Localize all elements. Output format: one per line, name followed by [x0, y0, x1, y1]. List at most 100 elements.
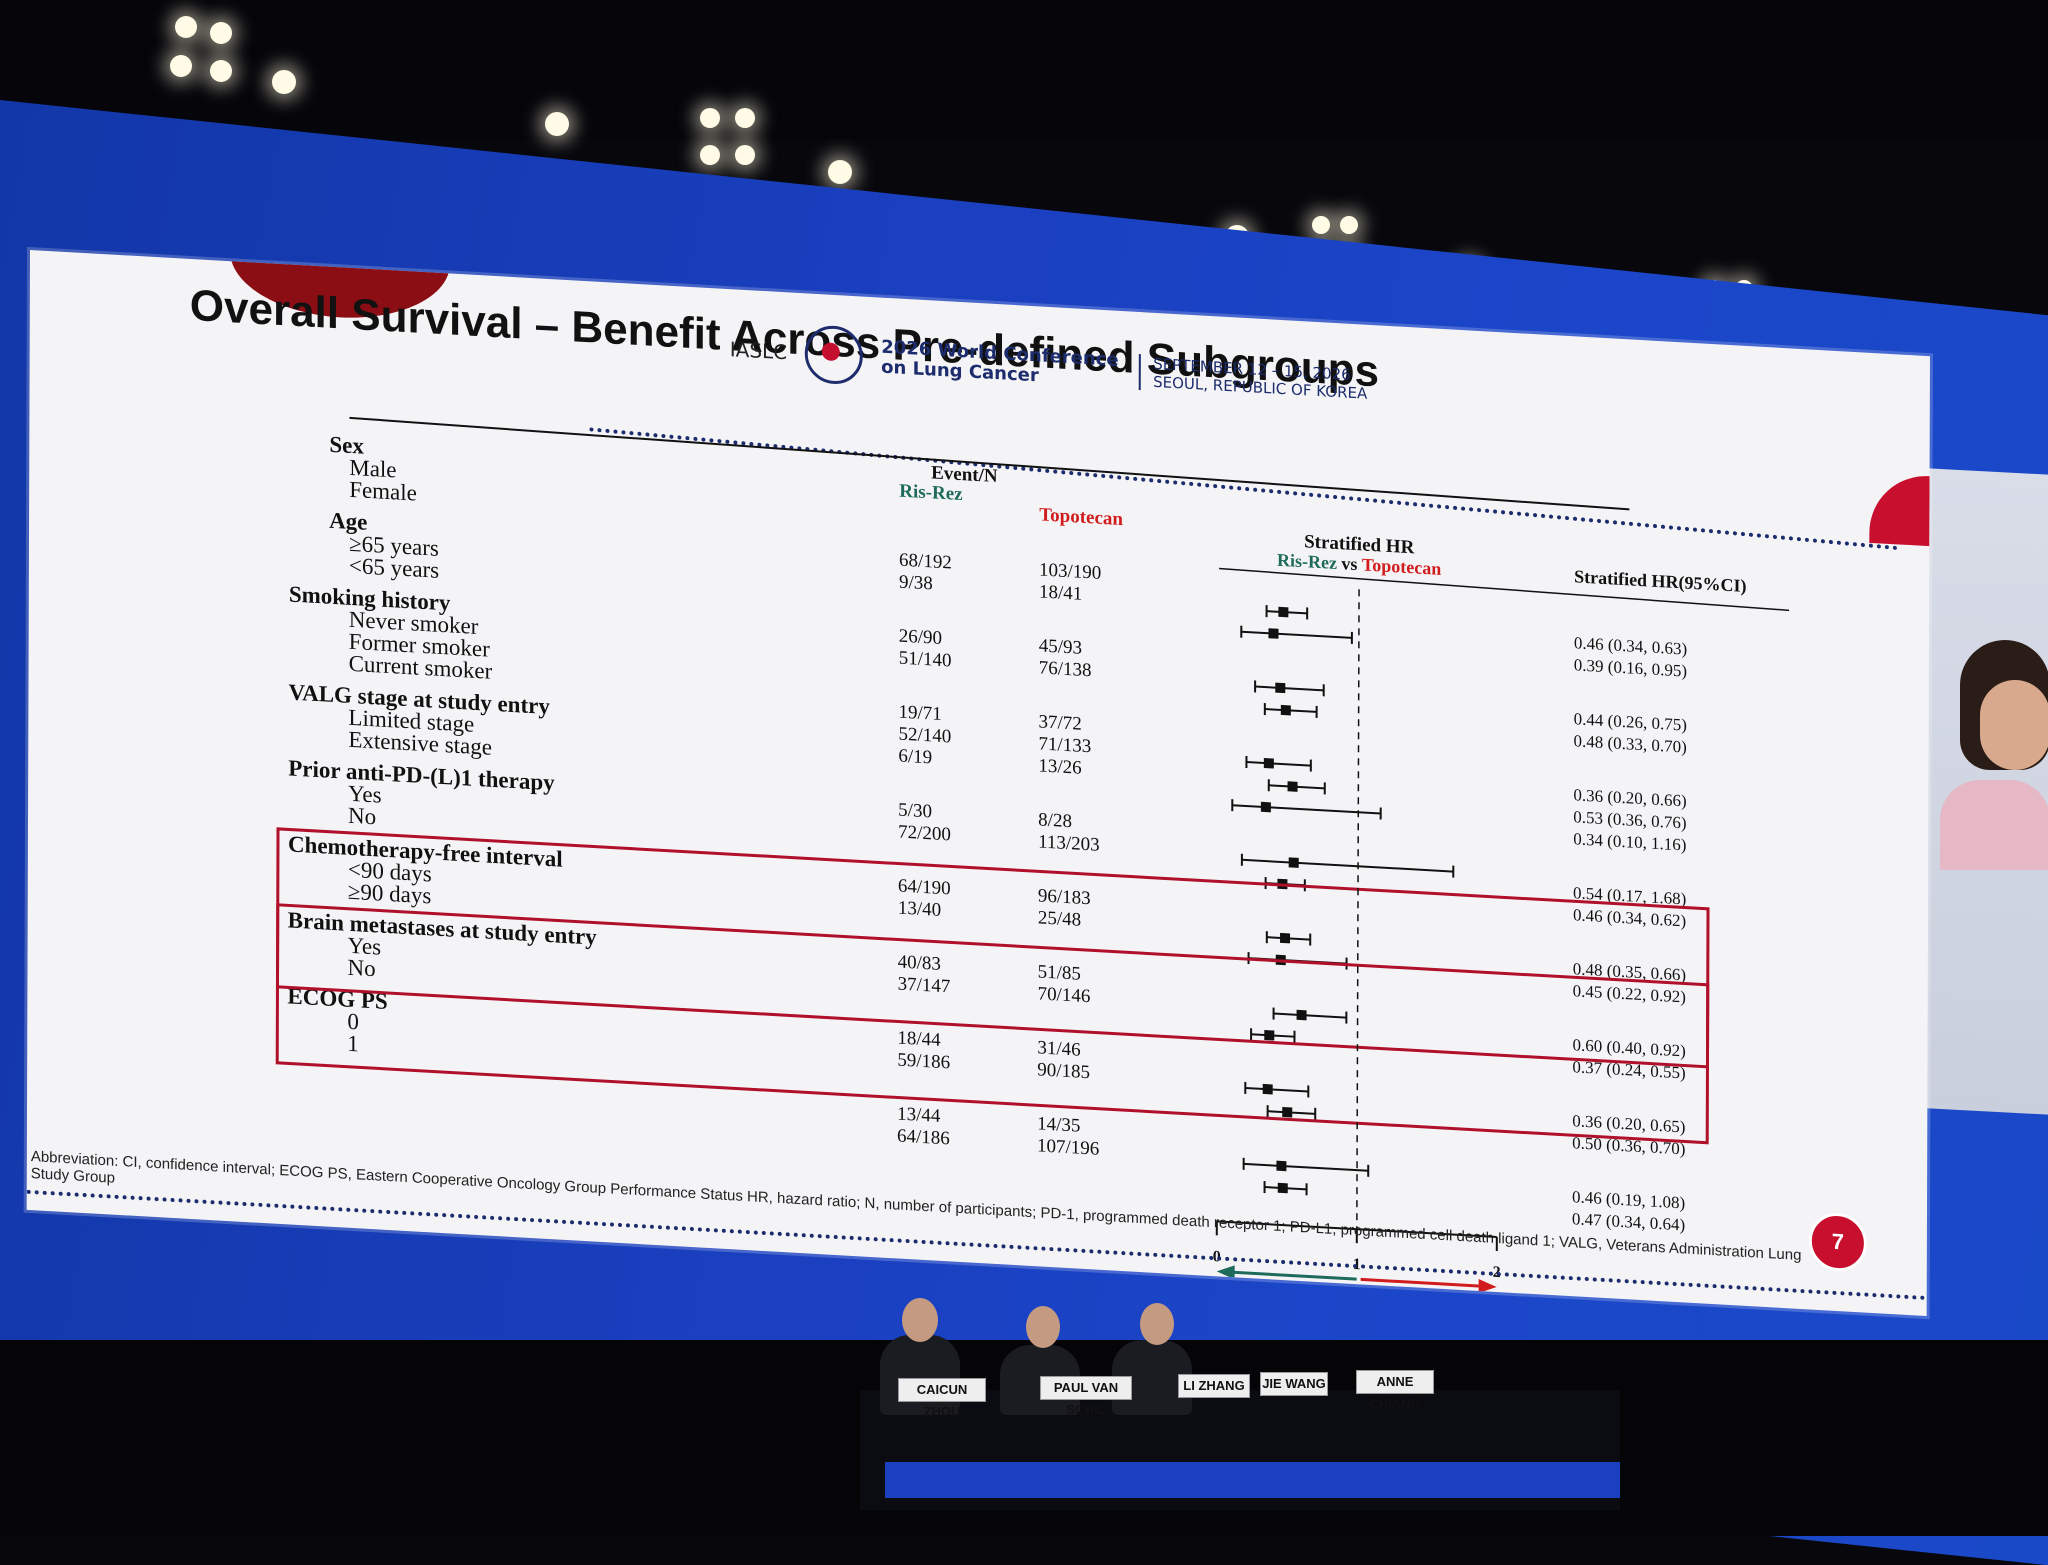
subgroup-row-label: Female	[349, 476, 417, 506]
risrez-events: 13/40	[898, 898, 941, 921]
panelist-head	[1140, 1303, 1174, 1345]
nameplate: ANNE CHIANG	[1356, 1370, 1434, 1394]
risrez-events: 37/147	[898, 974, 951, 998]
stage-light	[170, 55, 192, 77]
hr-point	[1297, 1010, 1307, 1021]
hr-point	[1268, 628, 1278, 639]
topotecan-events: 113/203	[1038, 831, 1100, 855]
hr-point	[1278, 607, 1288, 618]
hr-ci-value: 0.44 (0.26, 0.75)	[1574, 709, 1687, 734]
subgroup-row-label: No	[348, 802, 376, 830]
stage-light	[1340, 216, 1358, 234]
hr-ci-value: 0.45 (0.22, 0.92)	[1573, 981, 1686, 1006]
risrez-events: 6/19	[898, 746, 932, 769]
risrez-events: 18/44	[897, 1028, 941, 1051]
ci-column-header: Stratified HR(95%CI)	[1574, 566, 1746, 597]
topotecan-events: 18/41	[1039, 581, 1082, 604]
ci-whisker	[1244, 1164, 1369, 1171]
stage-light	[210, 60, 232, 82]
hr-ci-value: 0.36 (0.20, 0.65)	[1572, 1111, 1685, 1136]
stage-light	[545, 112, 569, 136]
ci-whisker	[1274, 1014, 1347, 1018]
hr-point	[1281, 705, 1291, 716]
hr-point	[1278, 1183, 1288, 1194]
stage-light	[828, 160, 852, 184]
reference-line	[1357, 589, 1359, 1229]
favors-right-arrow	[1361, 1279, 1483, 1286]
subgroup-row-label: ≥90 days	[348, 878, 432, 909]
risrez-events: 13/44	[897, 1103, 941, 1126]
hr-ci-value: 0.46 (0.34, 0.62)	[1573, 905, 1686, 930]
risrez-events: 40/83	[898, 952, 941, 975]
favors-left-arrow	[1231, 1272, 1357, 1279]
hr-ci-value: 0.47 (0.34, 0.64)	[1572, 1209, 1685, 1234]
risrez-events: 72/200	[898, 822, 951, 846]
topotecan-events: 8/28	[1038, 809, 1072, 832]
stage-light	[272, 70, 296, 94]
hr-point	[1261, 802, 1271, 813]
hr-ci-value: 0.46 (0.19, 1.08)	[1572, 1187, 1685, 1212]
topotecan-events: 31/46	[1037, 1037, 1080, 1060]
topotecan-events: 71/133	[1038, 733, 1091, 757]
topotecan-events: 90/185	[1037, 1059, 1090, 1083]
ceiling	[0, 0, 2048, 140]
subgroup-row-label: No	[348, 954, 376, 982]
ci-whisker	[1246, 762, 1310, 766]
hr-ci-value: 0.39 (0.16, 0.95)	[1574, 655, 1687, 680]
hr-point	[1276, 1161, 1286, 1172]
hr-ci-value: 0.60 (0.40, 0.92)	[1572, 1035, 1685, 1060]
hr-point	[1288, 781, 1298, 792]
ci-whisker	[1242, 860, 1453, 872]
hr-ci-value: 0.34 (0.10, 1.16)	[1573, 829, 1686, 854]
topotecan-events: 96/183	[1038, 885, 1091, 909]
topotecan-events: 45/93	[1039, 635, 1082, 658]
hr-point	[1280, 933, 1290, 944]
topotecan-header: Topotecan	[1039, 504, 1123, 530]
topotecan-events: 51/85	[1038, 961, 1081, 984]
risrez-events: 51/140	[899, 648, 952, 672]
nameplate: PAUL VAN SCHIL	[1040, 1376, 1132, 1400]
ci-whisker	[1245, 1088, 1308, 1092]
ci-whisker	[1255, 686, 1324, 690]
hr-ci-value: 0.48 (0.33, 0.70)	[1574, 731, 1687, 756]
topotecan-events: 103/190	[1039, 559, 1101, 583]
ci-whisker	[1241, 632, 1352, 638]
subgroup-row-label: <65 years	[349, 552, 439, 583]
nameplate: JIE WANG	[1260, 1372, 1328, 1396]
presentation-slide: Overall Survival – Benefit Across Pre-de…	[27, 250, 1930, 1316]
speaker-face	[1980, 680, 2048, 770]
hr-point	[1264, 1030, 1274, 1041]
hr-ci-value: 0.53 (0.36, 0.76)	[1573, 807, 1686, 832]
risrez-events: 64/186	[897, 1125, 950, 1149]
risrez-header: Ris-Rez	[899, 481, 963, 506]
subgroup-row-label: 1	[347, 1030, 359, 1057]
table-skirt	[885, 1462, 1620, 1498]
risrez-events: 19/71	[899, 702, 942, 725]
hr-point	[1282, 1107, 1292, 1118]
stage-light	[210, 22, 232, 44]
risrez-events: 5/30	[898, 800, 932, 823]
stage-light	[735, 108, 755, 128]
topotecan-events: 25/48	[1038, 907, 1081, 930]
risrez-events: 64/190	[898, 876, 951, 900]
nameplate: CAICUN ZHOU	[898, 1378, 986, 1402]
hr-ci-value: 0.36 (0.20, 0.66)	[1573, 785, 1686, 810]
topotecan-events: 13/26	[1038, 755, 1081, 778]
header-rule	[349, 418, 1629, 510]
topotecan-events: 76/138	[1039, 657, 1092, 681]
risrez-events: 59/186	[897, 1050, 950, 1074]
hr-point	[1264, 758, 1274, 769]
panelist-head	[902, 1298, 938, 1342]
panelist-head	[1026, 1306, 1060, 1348]
nameplate: LI ZHANG	[1178, 1374, 1250, 1398]
hr-point	[1263, 1084, 1273, 1095]
risrez-events: 68/192	[899, 550, 952, 574]
stage-light	[175, 16, 197, 38]
stage-light	[700, 108, 720, 128]
stage-light	[1312, 216, 1330, 234]
risrez-events: 26/90	[899, 626, 942, 649]
hr-ci-value: 0.46 (0.34, 0.63)	[1574, 633, 1687, 658]
speaker-jacket	[1940, 780, 2048, 870]
stage-light	[735, 145, 755, 165]
